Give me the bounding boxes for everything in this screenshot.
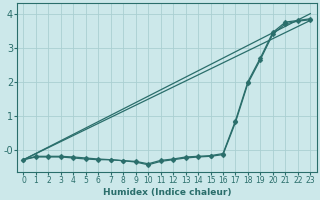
X-axis label: Humidex (Indice chaleur): Humidex (Indice chaleur): [103, 188, 231, 197]
